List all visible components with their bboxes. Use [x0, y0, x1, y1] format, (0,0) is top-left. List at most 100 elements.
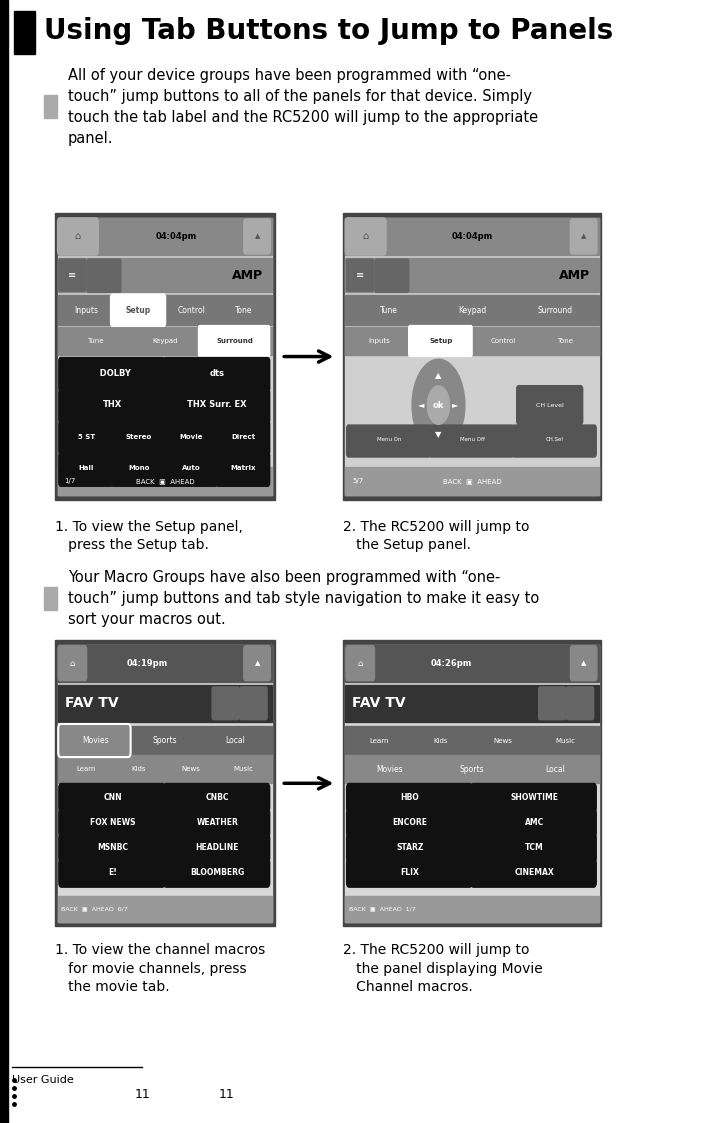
- FancyBboxPatch shape: [471, 784, 597, 812]
- Text: ▲: ▲: [581, 660, 587, 666]
- Text: Setup: Setup: [429, 338, 453, 344]
- Text: FLIX: FLIX: [400, 868, 419, 877]
- FancyBboxPatch shape: [216, 453, 270, 486]
- Text: All of your device groups have been programmed with “one-
touch” jump buttons to: All of your device groups have been prog…: [68, 67, 538, 146]
- Bar: [345, 327, 599, 355]
- Text: Learn: Learn: [369, 738, 389, 743]
- Bar: [345, 755, 599, 784]
- Text: Surround: Surround: [216, 338, 253, 344]
- Bar: [58, 645, 273, 922]
- Text: E!: E!: [108, 868, 117, 877]
- FancyBboxPatch shape: [347, 784, 472, 812]
- Bar: [345, 685, 599, 722]
- Text: Hall: Hall: [78, 465, 94, 472]
- Text: THX: THX: [103, 401, 122, 410]
- Text: FOX NEWS: FOX NEWS: [90, 818, 136, 827]
- FancyBboxPatch shape: [471, 859, 597, 887]
- Text: AMP: AMP: [232, 268, 263, 282]
- Text: Keypad: Keypad: [458, 305, 486, 314]
- FancyBboxPatch shape: [347, 859, 472, 887]
- Text: ▲: ▲: [435, 371, 442, 380]
- Bar: [345, 467, 599, 495]
- Text: Control: Control: [491, 338, 516, 344]
- Text: Music: Music: [234, 766, 253, 773]
- Text: FAV TV: FAV TV: [65, 696, 119, 711]
- Text: Control: Control: [177, 305, 205, 314]
- FancyBboxPatch shape: [59, 784, 165, 812]
- FancyBboxPatch shape: [244, 646, 270, 681]
- Text: 11: 11: [134, 1088, 150, 1102]
- Text: Mono: Mono: [128, 465, 150, 472]
- FancyBboxPatch shape: [539, 687, 566, 720]
- FancyBboxPatch shape: [164, 784, 270, 812]
- Text: Inputs: Inputs: [368, 338, 390, 344]
- FancyBboxPatch shape: [346, 646, 374, 681]
- Text: MSNBC: MSNBC: [97, 842, 128, 852]
- Text: ▲: ▲: [581, 234, 587, 239]
- FancyBboxPatch shape: [216, 421, 270, 455]
- Text: Auto: Auto: [181, 465, 201, 472]
- Bar: [345, 295, 599, 326]
- Text: 04:04pm: 04:04pm: [155, 232, 196, 241]
- Text: CINEMAX: CINEMAX: [514, 868, 554, 877]
- Text: Movies: Movies: [376, 765, 402, 774]
- Text: 11: 11: [218, 1088, 234, 1102]
- FancyBboxPatch shape: [164, 421, 217, 455]
- Text: ok: ok: [433, 401, 444, 410]
- Text: 04:04pm: 04:04pm: [451, 232, 493, 241]
- Bar: [55, 213, 275, 500]
- Text: TCM: TCM: [525, 842, 544, 852]
- FancyBboxPatch shape: [375, 259, 409, 292]
- FancyBboxPatch shape: [347, 809, 472, 837]
- FancyBboxPatch shape: [164, 859, 270, 887]
- FancyBboxPatch shape: [345, 218, 386, 255]
- FancyBboxPatch shape: [409, 326, 472, 356]
- Text: ≡: ≡: [356, 271, 364, 280]
- FancyBboxPatch shape: [347, 426, 431, 457]
- Text: Tone: Tone: [557, 338, 573, 344]
- FancyBboxPatch shape: [59, 259, 86, 291]
- FancyBboxPatch shape: [112, 453, 165, 486]
- Text: ►: ►: [453, 401, 459, 410]
- Text: CH Level: CH Level: [536, 402, 563, 408]
- Text: Setup: Setup: [126, 305, 150, 314]
- Text: ⌂: ⌂: [70, 659, 75, 668]
- Text: Tune: Tune: [87, 338, 103, 344]
- Text: ⌂: ⌂: [357, 659, 363, 668]
- Bar: [58, 685, 273, 722]
- FancyBboxPatch shape: [198, 326, 270, 356]
- FancyBboxPatch shape: [244, 219, 270, 254]
- Text: ▲: ▲: [255, 234, 260, 239]
- Text: Inputs: Inputs: [74, 305, 98, 314]
- Bar: [342, 640, 602, 926]
- Bar: [55, 640, 275, 926]
- Text: 2. The RC5200 will jump to
   the panel displaying Movie
   Channel macros.: 2. The RC5200 will jump to the panel dis…: [342, 943, 542, 994]
- Bar: [345, 218, 599, 495]
- FancyBboxPatch shape: [212, 687, 239, 720]
- Bar: [58, 755, 273, 784]
- FancyBboxPatch shape: [59, 833, 165, 862]
- Text: ▼: ▼: [435, 430, 442, 439]
- Text: Menu Off: Menu Off: [460, 437, 484, 442]
- Text: News: News: [493, 738, 513, 743]
- Text: Surround: Surround: [537, 305, 573, 314]
- Bar: [14, 11, 35, 54]
- FancyBboxPatch shape: [512, 426, 597, 457]
- FancyBboxPatch shape: [471, 833, 597, 862]
- FancyBboxPatch shape: [88, 259, 121, 292]
- Text: Direct: Direct: [232, 433, 256, 439]
- Text: ENCORE: ENCORE: [393, 818, 428, 827]
- Text: Using Tab Buttons to Jump to Panels: Using Tab Buttons to Jump to Panels: [44, 18, 614, 45]
- Text: AMC: AMC: [525, 818, 544, 827]
- Text: Local: Local: [225, 736, 245, 745]
- Text: Matrix: Matrix: [231, 465, 256, 472]
- Text: THX Surr. EX: THX Surr. EX: [188, 401, 247, 410]
- Text: WEATHER: WEATHER: [196, 818, 238, 827]
- Text: ⌂: ⌂: [362, 231, 369, 241]
- FancyBboxPatch shape: [347, 833, 472, 862]
- Text: 2. The RC5200 will jump to
   the Setup panel.: 2. The RC5200 will jump to the Setup pan…: [342, 520, 530, 553]
- Text: dts: dts: [210, 368, 225, 377]
- FancyBboxPatch shape: [59, 453, 112, 486]
- FancyBboxPatch shape: [429, 426, 513, 457]
- FancyBboxPatch shape: [566, 687, 594, 720]
